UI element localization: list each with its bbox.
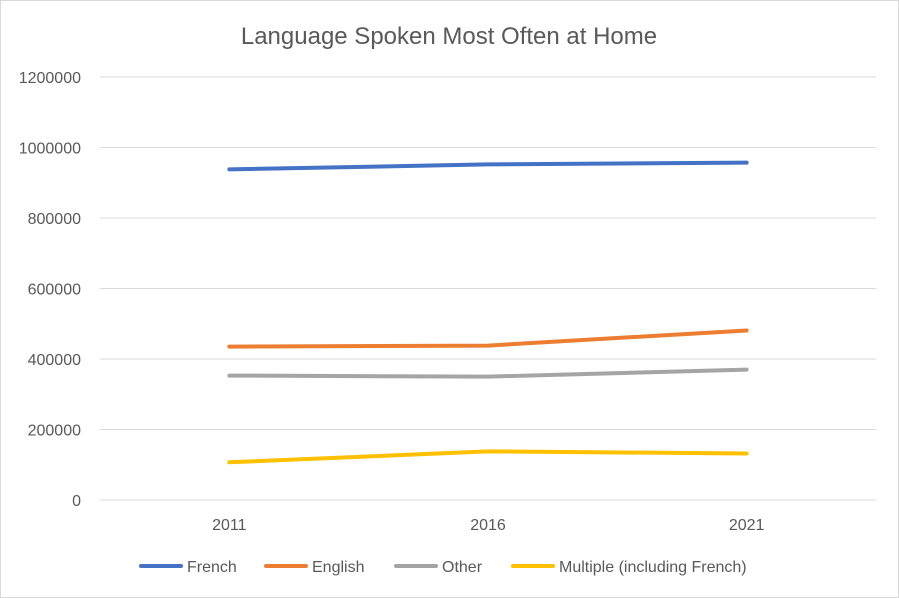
legend-label: Other: [442, 559, 483, 576]
y-tick-label: 800000: [28, 211, 81, 228]
x-tick-label: 2021: [729, 517, 765, 534]
series-lines: [227, 160, 749, 465]
series-line-multiple-including-french: [227, 449, 749, 465]
series-line-english: [227, 328, 749, 349]
legend-label: English: [312, 559, 364, 576]
gridlines: [100, 76, 876, 501]
series-line-other: [227, 367, 749, 379]
x-tick-label: 2011: [212, 517, 247, 534]
y-tick-label: 0: [72, 493, 81, 510]
legend-label: French: [187, 559, 237, 576]
legend-label: Multiple (including French): [559, 559, 747, 576]
series-line-french: [227, 160, 749, 172]
y-tick-label: 1000000: [19, 141, 81, 158]
y-tick-label: 200000: [28, 423, 81, 440]
legend: French English Other Multiple (including Fr…: [139, 559, 747, 576]
x-axis-tick-labels: 2011 2016 2021: [212, 517, 764, 534]
y-tick-label: 1200000: [19, 70, 81, 87]
y-axis-tick-labels: 0 200000 400000 600000 800000 1000000 1200000: [19, 70, 81, 510]
chart-title: Language Spoken Most Often at Home: [241, 23, 657, 50]
x-tick-label: 2016: [470, 517, 506, 534]
y-tick-label: 600000: [28, 282, 81, 299]
y-tick-label: 400000: [28, 352, 81, 369]
